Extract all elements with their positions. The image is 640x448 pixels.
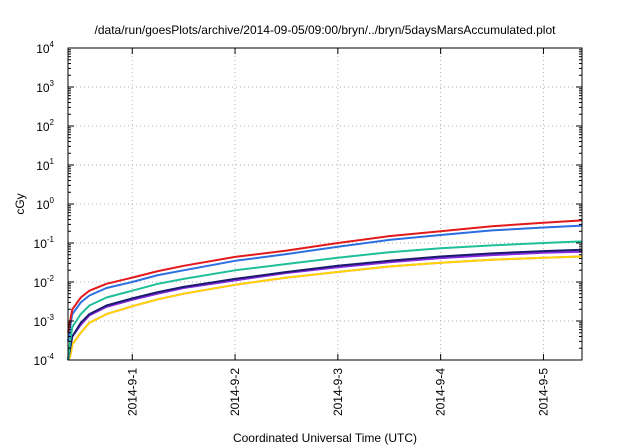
y-tick-label: 10-4 xyxy=(34,352,55,368)
y-tick-label: 10-2 xyxy=(34,274,55,290)
y-tick-label: 103 xyxy=(36,79,54,95)
series-line-3 xyxy=(67,240,583,361)
series-line-1 xyxy=(67,219,583,333)
y-axis-label: cGy xyxy=(13,193,27,214)
y-tick-label: 101 xyxy=(36,157,54,173)
x-axis-label: Coordinated Universal Time (UTC) xyxy=(233,431,417,445)
x-tick-label: 2014-9-2 xyxy=(228,368,242,416)
x-axis-ticks: 2014-9-1 2014-9-2 2014-9-3 2014-9-4 2014-9-5 xyxy=(125,48,550,416)
chart-title: /data/run/goesPlots/archive/2014-09-05/0… xyxy=(95,23,557,37)
series-line-4 xyxy=(67,248,583,361)
series-line-6 xyxy=(67,255,583,361)
y-tick-label: 10-3 xyxy=(34,313,55,329)
x-tick-label: 2014-9-4 xyxy=(434,368,448,416)
series-line-2 xyxy=(67,224,583,342)
y-axis-ticks: 10-4 10-3 10-2 10-1 100 101 102 103 104 xyxy=(34,40,582,368)
grid xyxy=(68,48,582,360)
x-tick-label: 2014-9-3 xyxy=(331,368,345,416)
series-line-7 xyxy=(67,255,583,361)
series-layer xyxy=(67,219,583,361)
y-tick-label: 100 xyxy=(36,196,54,212)
x-tick-label: 2014-9-5 xyxy=(536,368,550,416)
x-tick-label: 2014-9-1 xyxy=(125,368,139,416)
y-tick-label: 102 xyxy=(36,118,54,134)
y-tick-label: 10-1 xyxy=(34,235,55,251)
y-tick-label: 104 xyxy=(36,40,54,56)
